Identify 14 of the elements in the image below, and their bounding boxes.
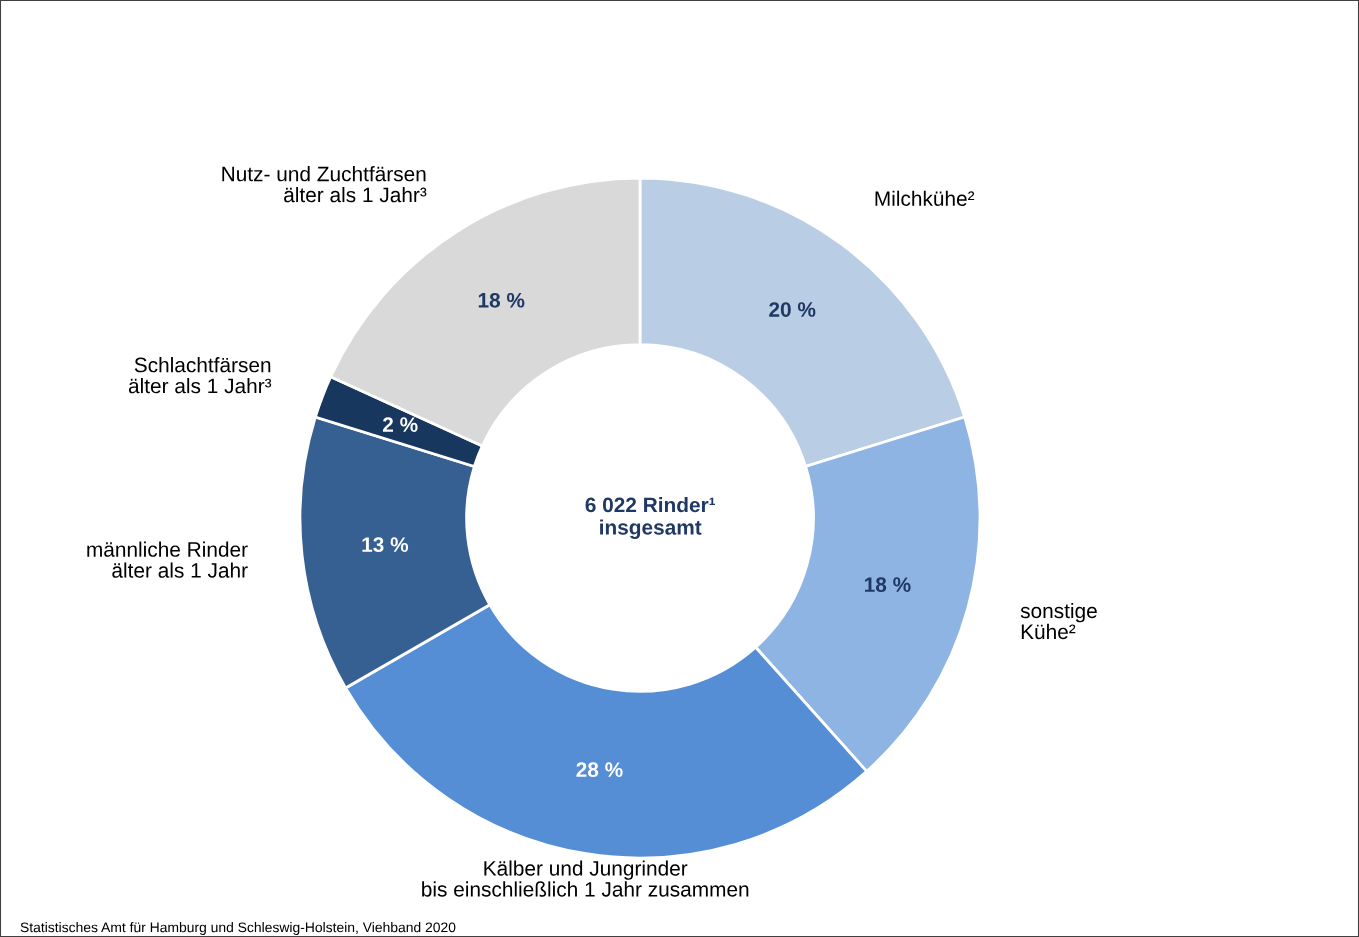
slice-label: Nutz- und Zuchtfärsen älter als 1 Jahr³ (222, 166, 427, 203)
data-label: 20 % (769, 302, 816, 317)
slice-label: sonstige Kühe² (1020, 602, 1097, 640)
slice-label: Milchkühe² (875, 190, 975, 206)
slice-label: Schlachtfärsen älter als 1 Jahr³ (128, 357, 272, 394)
data-label: 2 % (382, 417, 418, 432)
text: 6 022 Rinder¹ insgesamt (585, 497, 715, 539)
data-label: 13 % (362, 537, 409, 553)
data-label: 28 % (576, 762, 623, 778)
slice-label: männliche Rinder älter als 1 Jahr (87, 541, 248, 578)
data-label: 18 % (478, 292, 525, 308)
data-label: 18 % (864, 577, 911, 592)
text: Statistisches Amt für Hamburg und Schleswig-Holstein, Viehband 2020 (20, 922, 456, 935)
slice-label: Kälber und Jungrinder bis einschließlich 1 Jahr zusammen (422, 860, 749, 897)
